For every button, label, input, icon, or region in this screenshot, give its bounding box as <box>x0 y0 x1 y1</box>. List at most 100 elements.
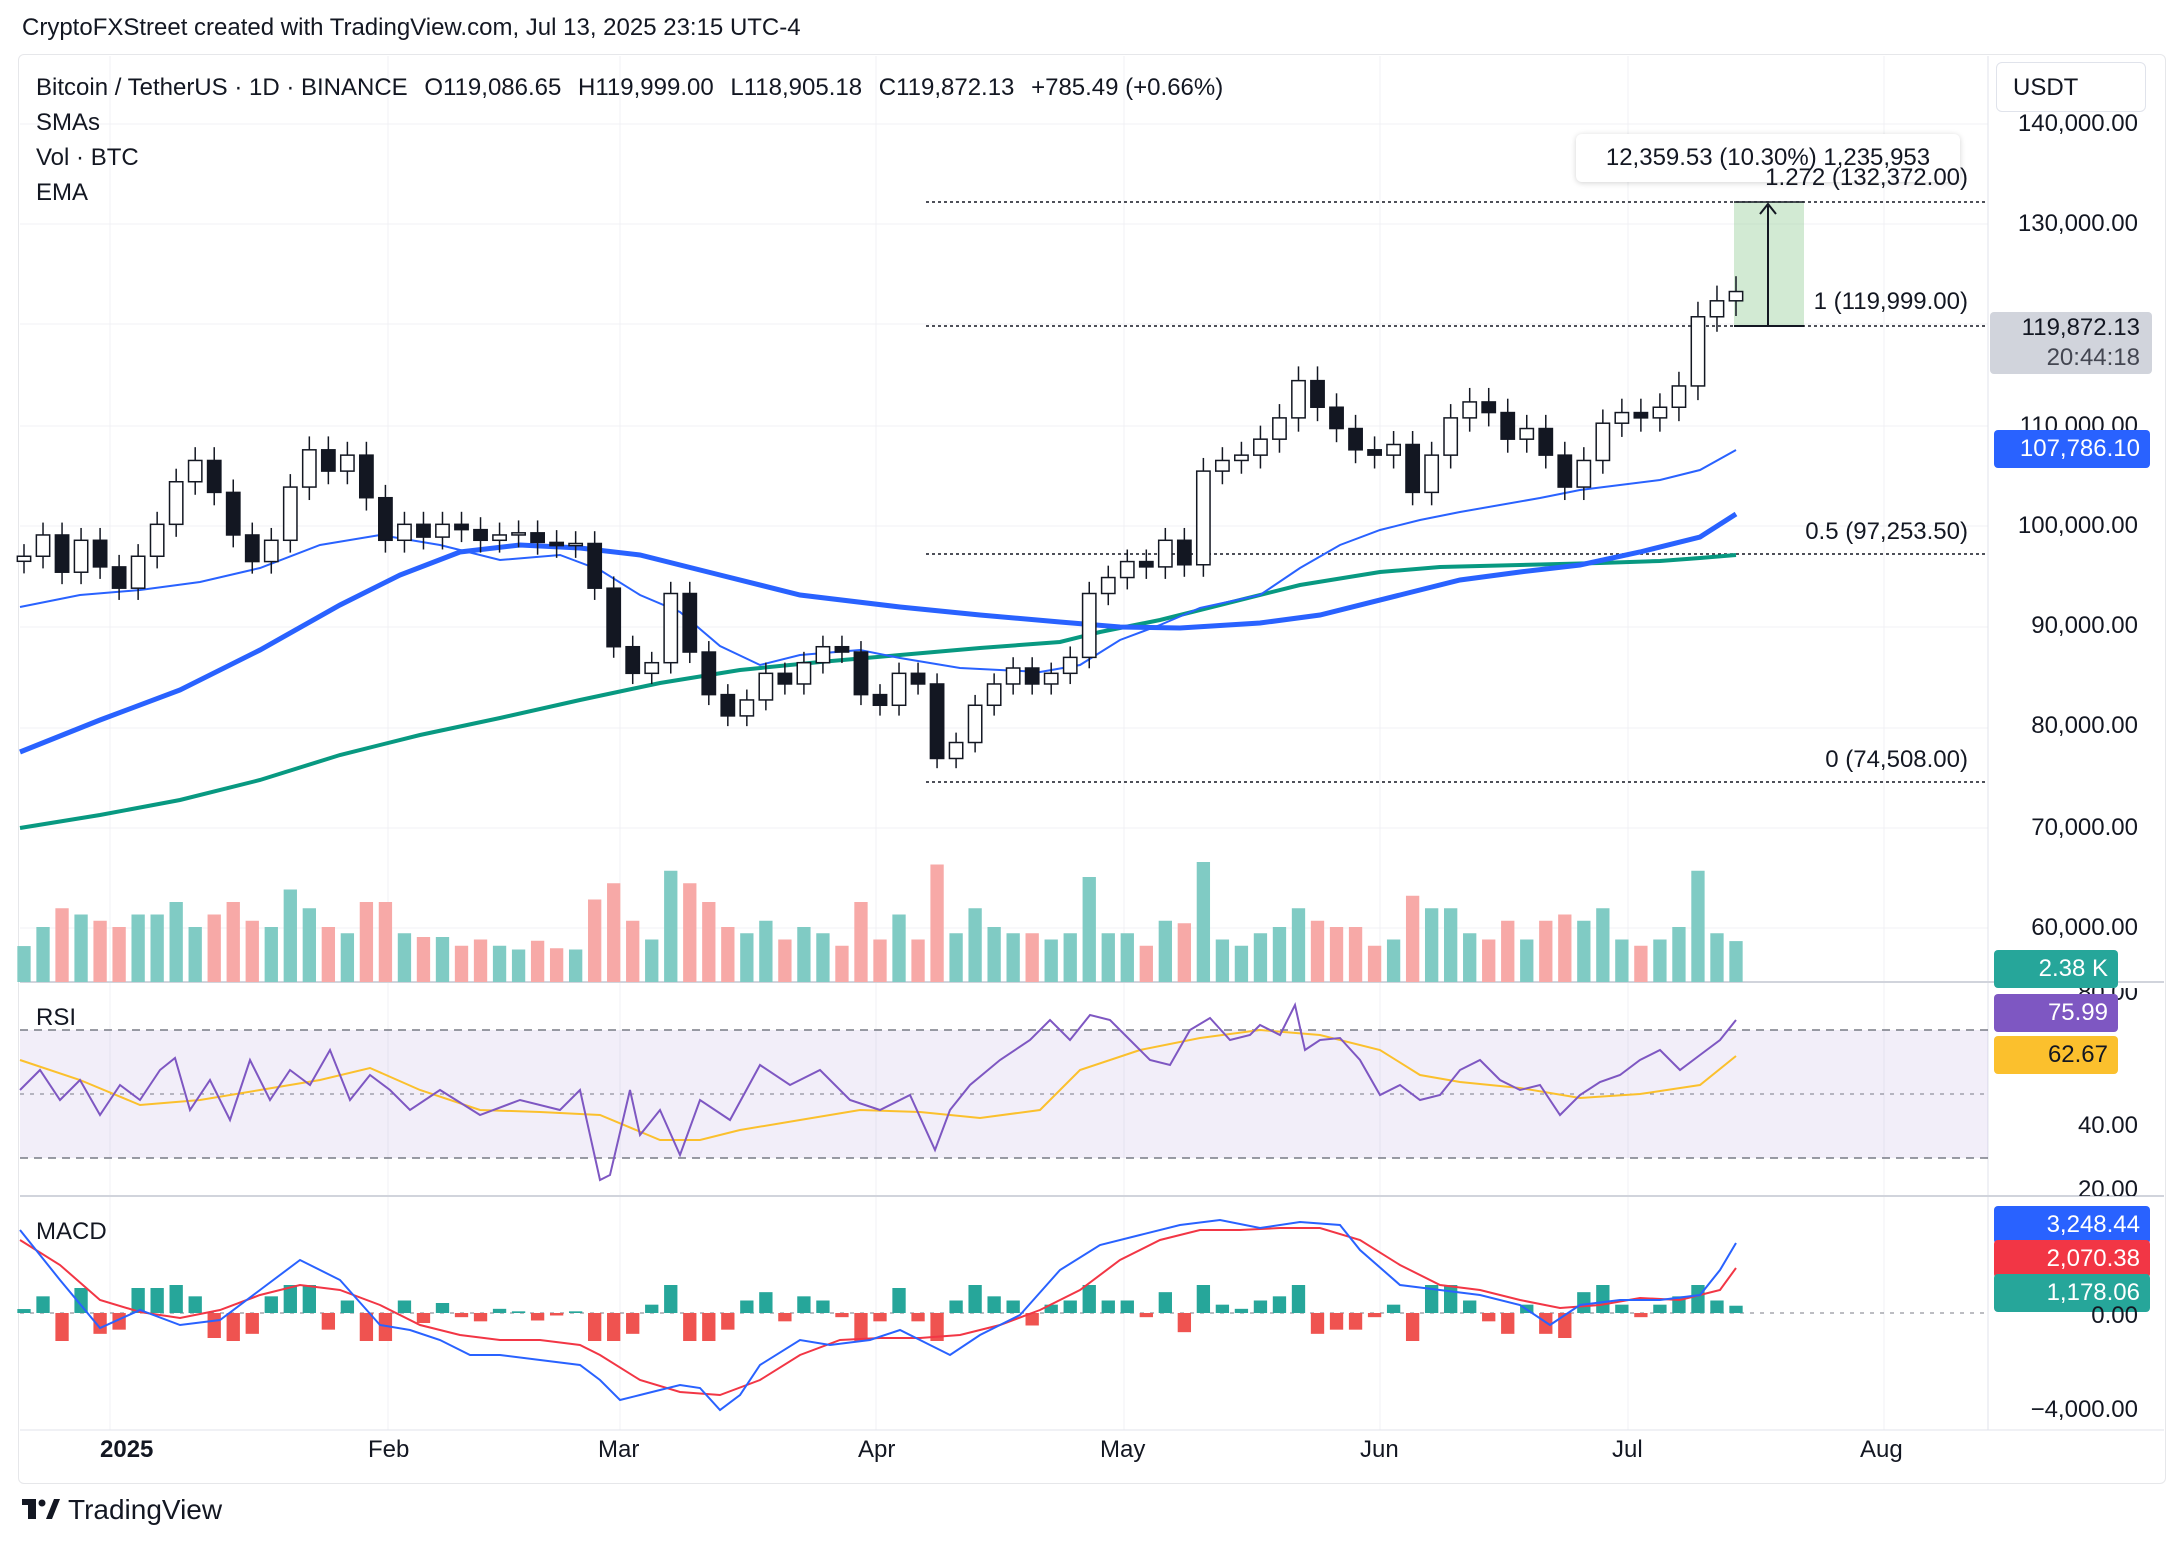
macd-histogram-bar <box>1215 1304 1230 1313</box>
volume-bar <box>36 927 50 982</box>
candle <box>587 542 603 589</box>
macd-histogram-bar <box>1006 1300 1020 1313</box>
time-label: Feb <box>368 1436 410 1463</box>
symbol-title[interactable]: Bitcoin / TetherUS · 1D · BINANCE <box>36 74 408 101</box>
candle <box>339 454 355 472</box>
time-label: Aug <box>1860 1436 1903 1463</box>
macd-histogram-bar <box>188 1296 202 1313</box>
candle <box>796 661 812 685</box>
volume-bar <box>892 914 906 982</box>
volume-bar <box>340 933 355 982</box>
candle <box>1291 379 1306 419</box>
study-sma[interactable]: SMAs <box>36 109 101 136</box>
volume-bar <box>1196 862 1211 982</box>
volume-bar <box>112 927 126 982</box>
macd-value-tag: 3,248.44 <box>1994 1206 2150 1244</box>
fib-label-1: 1 (119,999.00) <box>1813 288 1968 315</box>
macd-histogram <box>17 1285 1743 1341</box>
candle <box>1253 438 1268 456</box>
measure-tooltip: 12,359.53 (10.30%) 1,235,953 <box>1576 134 1960 182</box>
candle <box>1119 560 1135 579</box>
macd-histogram-bar <box>778 1313 792 1322</box>
macd-histogram-bar <box>1367 1313 1382 1318</box>
volume-bar <box>1348 927 1363 982</box>
rsi-line <box>19 1002 1737 1182</box>
macd-histogram-bar <box>473 1313 488 1322</box>
volume-bar <box>131 914 145 982</box>
time-label: Mar <box>598 1436 640 1463</box>
study-volume[interactable]: Vol · BTC <box>36 144 139 171</box>
macd-histogram-bar <box>1577 1292 1591 1313</box>
volume-bar <box>1272 927 1287 982</box>
volume-bar <box>74 914 88 982</box>
macd-histogram-bar <box>1444 1285 1458 1313</box>
price-label: 70,000.00 <box>2031 814 2138 841</box>
volume-bar <box>1063 933 1077 982</box>
macd-histogram-bar <box>702 1313 716 1341</box>
candle <box>1633 411 1649 419</box>
volume-bar <box>683 883 697 982</box>
volume-value-tag: 2.38 K <box>1994 950 2118 988</box>
volume-bar <box>1691 870 1705 982</box>
candle <box>663 592 679 664</box>
volume-bar <box>321 927 336 982</box>
macd-histogram-bar <box>321 1313 336 1330</box>
candle <box>568 542 584 547</box>
candle <box>1690 316 1706 387</box>
candle <box>320 449 336 472</box>
volume-bar <box>1729 941 1743 982</box>
chart-legend: Bitcoin / TetherUS · 1D · BINANCE O119,0… <box>36 70 1223 210</box>
candle <box>1538 427 1554 456</box>
volume-bar <box>568 949 583 982</box>
candle <box>625 645 641 675</box>
study-ema[interactable]: EMA <box>36 179 89 206</box>
candle <box>1005 667 1021 685</box>
macd-histogram-bar <box>283 1285 297 1313</box>
candle <box>1195 470 1211 566</box>
price-label: 100,000.00 <box>2017 512 2138 539</box>
volume-bar <box>1329 927 1344 982</box>
macd-histogram-bar <box>302 1285 316 1313</box>
candle <box>1671 385 1687 408</box>
volume-bar <box>473 939 488 982</box>
macd-histogram-bar <box>987 1296 1001 1313</box>
macd-histogram-bar <box>1120 1300 1134 1313</box>
macd-histogram-bar <box>378 1313 393 1341</box>
volume-bar <box>1539 920 1553 982</box>
macd-histogram-bar <box>721 1313 735 1330</box>
candle <box>454 523 469 531</box>
candle <box>435 523 450 538</box>
macd-histogram-bar <box>150 1288 164 1313</box>
candle <box>1310 379 1325 408</box>
volume-bar <box>1444 908 1458 982</box>
histogram-value-tag: 1,178.06 <box>1994 1274 2150 1312</box>
volume-bar <box>1672 927 1686 982</box>
volume-bar <box>1501 920 1515 982</box>
volume-bar <box>283 889 297 982</box>
macd-histogram-bar <box>549 1313 564 1316</box>
tradingview-logo[interactable]: TradingView <box>22 1494 222 1526</box>
candle <box>1234 454 1249 462</box>
volume-bar <box>778 939 792 982</box>
volume-bar <box>740 933 754 982</box>
volume-bar <box>1386 939 1401 982</box>
macd-histogram-bar <box>930 1313 944 1341</box>
macd-line <box>19 1218 1737 1412</box>
bar-countdown: 20:44:18 <box>2046 344 2140 371</box>
volume-bar <box>835 945 849 982</box>
candle <box>1081 592 1097 659</box>
candle <box>986 683 1002 707</box>
sma-value-tag: 107,786.10 <box>1994 430 2150 468</box>
ohlc-low: L118,905.18 <box>730 74 863 101</box>
macd-histogram-bar <box>1482 1313 1496 1322</box>
candle <box>1652 406 1668 419</box>
candle <box>1424 454 1440 494</box>
candle <box>872 693 888 707</box>
candle <box>282 486 298 542</box>
candle <box>1614 411 1630 424</box>
macd-histogram-bar <box>264 1296 278 1313</box>
currency-button[interactable]: USDT <box>1996 62 2146 112</box>
chart-frame <box>18 54 2166 1484</box>
volume-bar <box>1424 908 1439 982</box>
